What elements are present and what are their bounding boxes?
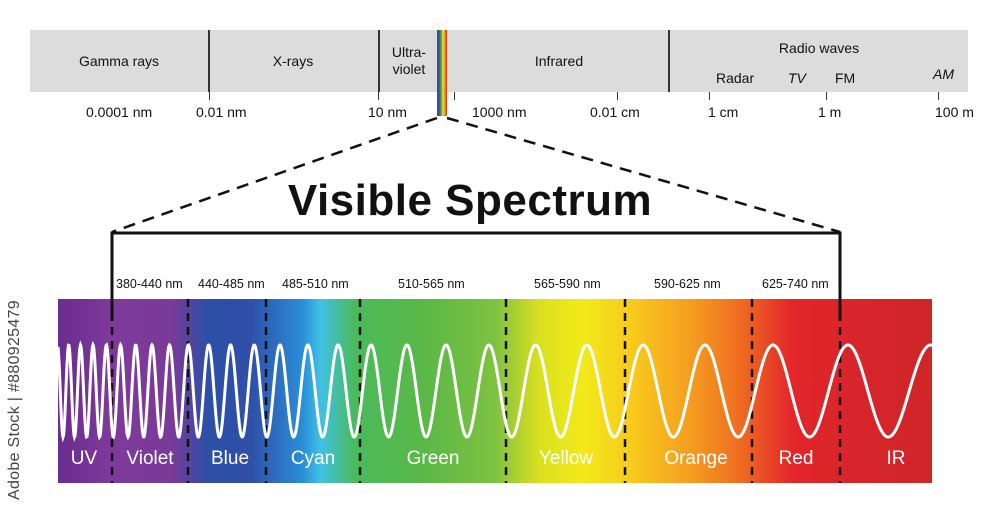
range-label-cyan: 485-510 nm	[282, 277, 349, 291]
band-name-yellow: Yellow	[538, 448, 594, 469]
band-gamma-rays: Gamma rays	[78, 52, 160, 69]
scale-label: 1000 nm	[472, 104, 527, 120]
band-name-uv: UV	[70, 448, 98, 469]
scale-label: 100 m	[935, 104, 974, 120]
radio-sub-am: AM	[933, 66, 954, 82]
scale-tick	[617, 92, 618, 100]
band-name-orange: Orange	[664, 448, 728, 469]
band-divider	[668, 30, 670, 92]
band-name-violet: Violet	[126, 448, 174, 469]
range-label-orange: 590-625 nm	[654, 277, 721, 291]
band-x-rays: X-rays	[272, 52, 314, 69]
band-name-red: Red	[778, 448, 814, 469]
scale-label: 1 m	[818, 104, 842, 120]
band-radio-waves: Radio waves	[778, 39, 860, 56]
page-title: Visible Spectrum	[287, 176, 653, 225]
scale-label: 10 nm	[368, 104, 407, 120]
radio-sub-radar: Radar	[716, 70, 755, 86]
band-name-green: Green	[406, 448, 460, 469]
range-label-violet: 380-440 nm	[116, 277, 183, 291]
scale-tick	[709, 92, 710, 100]
radio-sub-fm: FM	[835, 70, 856, 86]
band-divider	[378, 30, 380, 92]
range-label-blue: 440-485 nm	[198, 277, 265, 291]
scale-label: 0.01 nm	[196, 104, 247, 120]
scale-tick	[826, 92, 827, 100]
watermark: Adobe Stock | #880925479	[6, 300, 23, 500]
band-divider	[208, 30, 210, 92]
scale-tick	[454, 92, 455, 100]
em-spectrum-bar: Gamma rays X-rays Ultra- violet Infrared…	[30, 30, 968, 92]
visible-bracket	[110, 231, 842, 272]
band-ultraviolet: Ultra- violet	[391, 44, 427, 77]
band-name-blue: Blue	[210, 448, 250, 469]
radio-sub-tv: TV	[788, 70, 806, 86]
band-infrared: Infrared	[534, 52, 584, 69]
band-name-ir: IR	[886, 448, 906, 469]
scale-label: 0.0001 nm	[86, 104, 153, 120]
range-label-yellow: 565-590 nm	[534, 277, 601, 291]
visible-light-strip	[437, 30, 447, 116]
band-name-cyan: Cyan	[290, 448, 336, 469]
range-label-red: 625-740 nm	[762, 277, 829, 291]
zoom-line-left	[111, 116, 438, 234]
scale-label: 1 cm	[708, 104, 739, 120]
zoom-line-right	[446, 116, 841, 234]
scale-label: 0.01 cm	[590, 104, 640, 120]
range-label-green: 510-565 nm	[398, 277, 465, 291]
scale-tick	[209, 92, 210, 100]
scale-tick	[378, 92, 379, 100]
scale-tick	[938, 92, 939, 100]
wave-line	[56, 340, 933, 443]
